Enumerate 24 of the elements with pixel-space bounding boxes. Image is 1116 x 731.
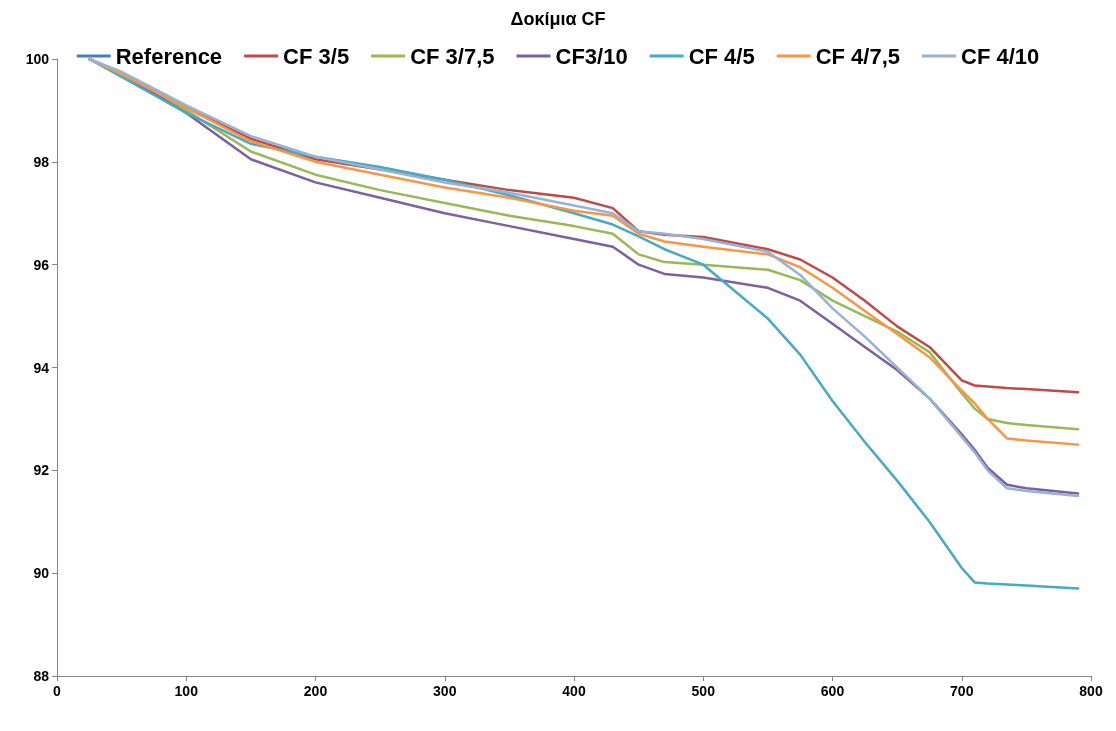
x-tick-label: 700 (950, 683, 974, 699)
x-tick-label: 800 (1079, 683, 1103, 699)
x-tick-label: 300 (433, 683, 457, 699)
x-tick-label: 600 (820, 683, 845, 699)
y-tick-label: 100 (25, 51, 50, 67)
y-tick-label: 98 (33, 153, 50, 170)
legend-label: CF3/10 (555, 43, 628, 69)
x-tick-label: 0 (53, 683, 62, 699)
legend-label: CF 3/7,5 (410, 43, 495, 69)
legend-label: CF 3/5 (283, 43, 350, 69)
legend-label: CF 4/5 (688, 43, 755, 69)
y-tick-label: 92 (33, 462, 50, 479)
y-tick-label: 90 (33, 565, 50, 582)
y-tick-label: 94 (33, 359, 50, 376)
legend-label: CF 4/7,5 (815, 43, 901, 69)
y-tick-label: 96 (33, 256, 50, 273)
y-tick-label: 88 (33, 668, 50, 684)
x-tick-label: 100 (174, 683, 199, 699)
x-tick-label: 200 (303, 683, 328, 699)
x-tick-label: 500 (691, 683, 716, 699)
legend-label: CF 4/10 (961, 43, 1040, 69)
chart-title: Δοκίμια CF (510, 9, 606, 29)
x-tick-label: 400 (562, 683, 586, 699)
legend-label: Reference (115, 43, 223, 69)
